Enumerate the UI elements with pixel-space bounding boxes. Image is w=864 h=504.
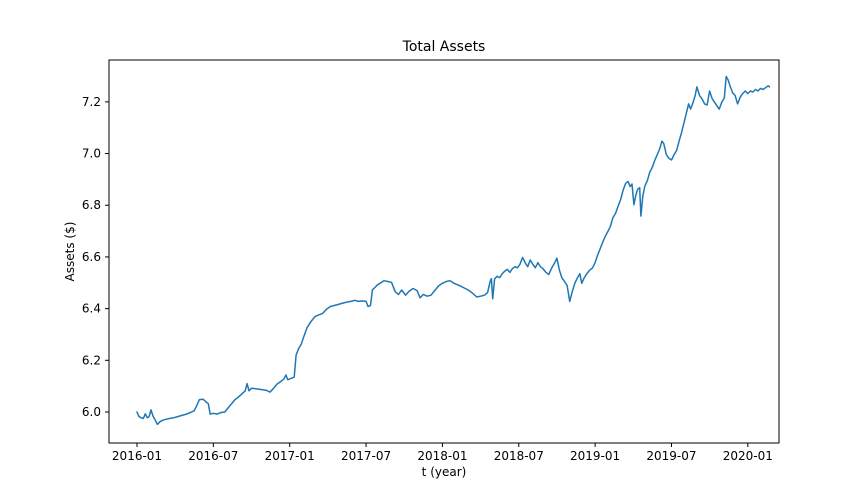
plot-area [108,59,780,444]
y-tick-label: 6.0 [82,405,101,419]
x-tick-label: 2016-07 [188,449,238,463]
y-tick-label: 6.8 [82,198,101,212]
axis-ticks: 2016-01 2016-07 2017-01 2017-07 2018-01 2018-… [82,95,773,463]
y-tick-label: 7.2 [82,95,101,109]
x-tick-label: 2018-01 [417,449,467,463]
x-tick-label: 2019-01 [570,449,620,463]
series-line [136,75,771,426]
y-tick-label: 6.2 [82,353,101,367]
x-tick-label: 2020-01 [723,449,773,463]
x-tick-label: 2017-07 [341,449,391,463]
y-tick-label: 6.6 [82,250,101,264]
y-tick-label: 7.0 [82,147,101,161]
chart-title: Total Assets [402,39,486,55]
x-axis-label: t (year) [422,465,467,479]
y-tick-label: 6.4 [82,302,101,316]
x-tick-label: 2018-07 [494,449,544,463]
x-tick-label: 2019-07 [646,449,696,463]
x-tick-label: 2017-01 [265,449,315,463]
x-tick-label: 2016-01 [112,449,162,463]
y-axis-label: Assets ($) [63,222,77,282]
